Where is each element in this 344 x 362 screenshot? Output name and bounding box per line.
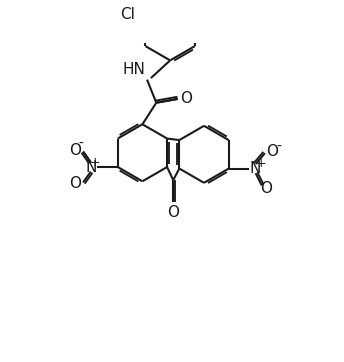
- Text: O: O: [180, 90, 192, 106]
- Text: +: +: [256, 157, 266, 171]
- Text: N: N: [85, 160, 96, 174]
- Text: +: +: [90, 156, 101, 169]
- Text: -: -: [78, 137, 83, 151]
- Text: O: O: [167, 205, 179, 220]
- Text: O: O: [69, 176, 82, 191]
- Text: HN: HN: [122, 62, 146, 76]
- Text: Cl: Cl: [120, 7, 135, 22]
- Text: O: O: [267, 144, 279, 159]
- Text: -: -: [276, 140, 281, 154]
- Text: O: O: [260, 181, 272, 196]
- Text: N: N: [250, 161, 261, 176]
- Text: O: O: [69, 143, 82, 157]
- Text: Cl: Cl: [175, 0, 191, 1]
